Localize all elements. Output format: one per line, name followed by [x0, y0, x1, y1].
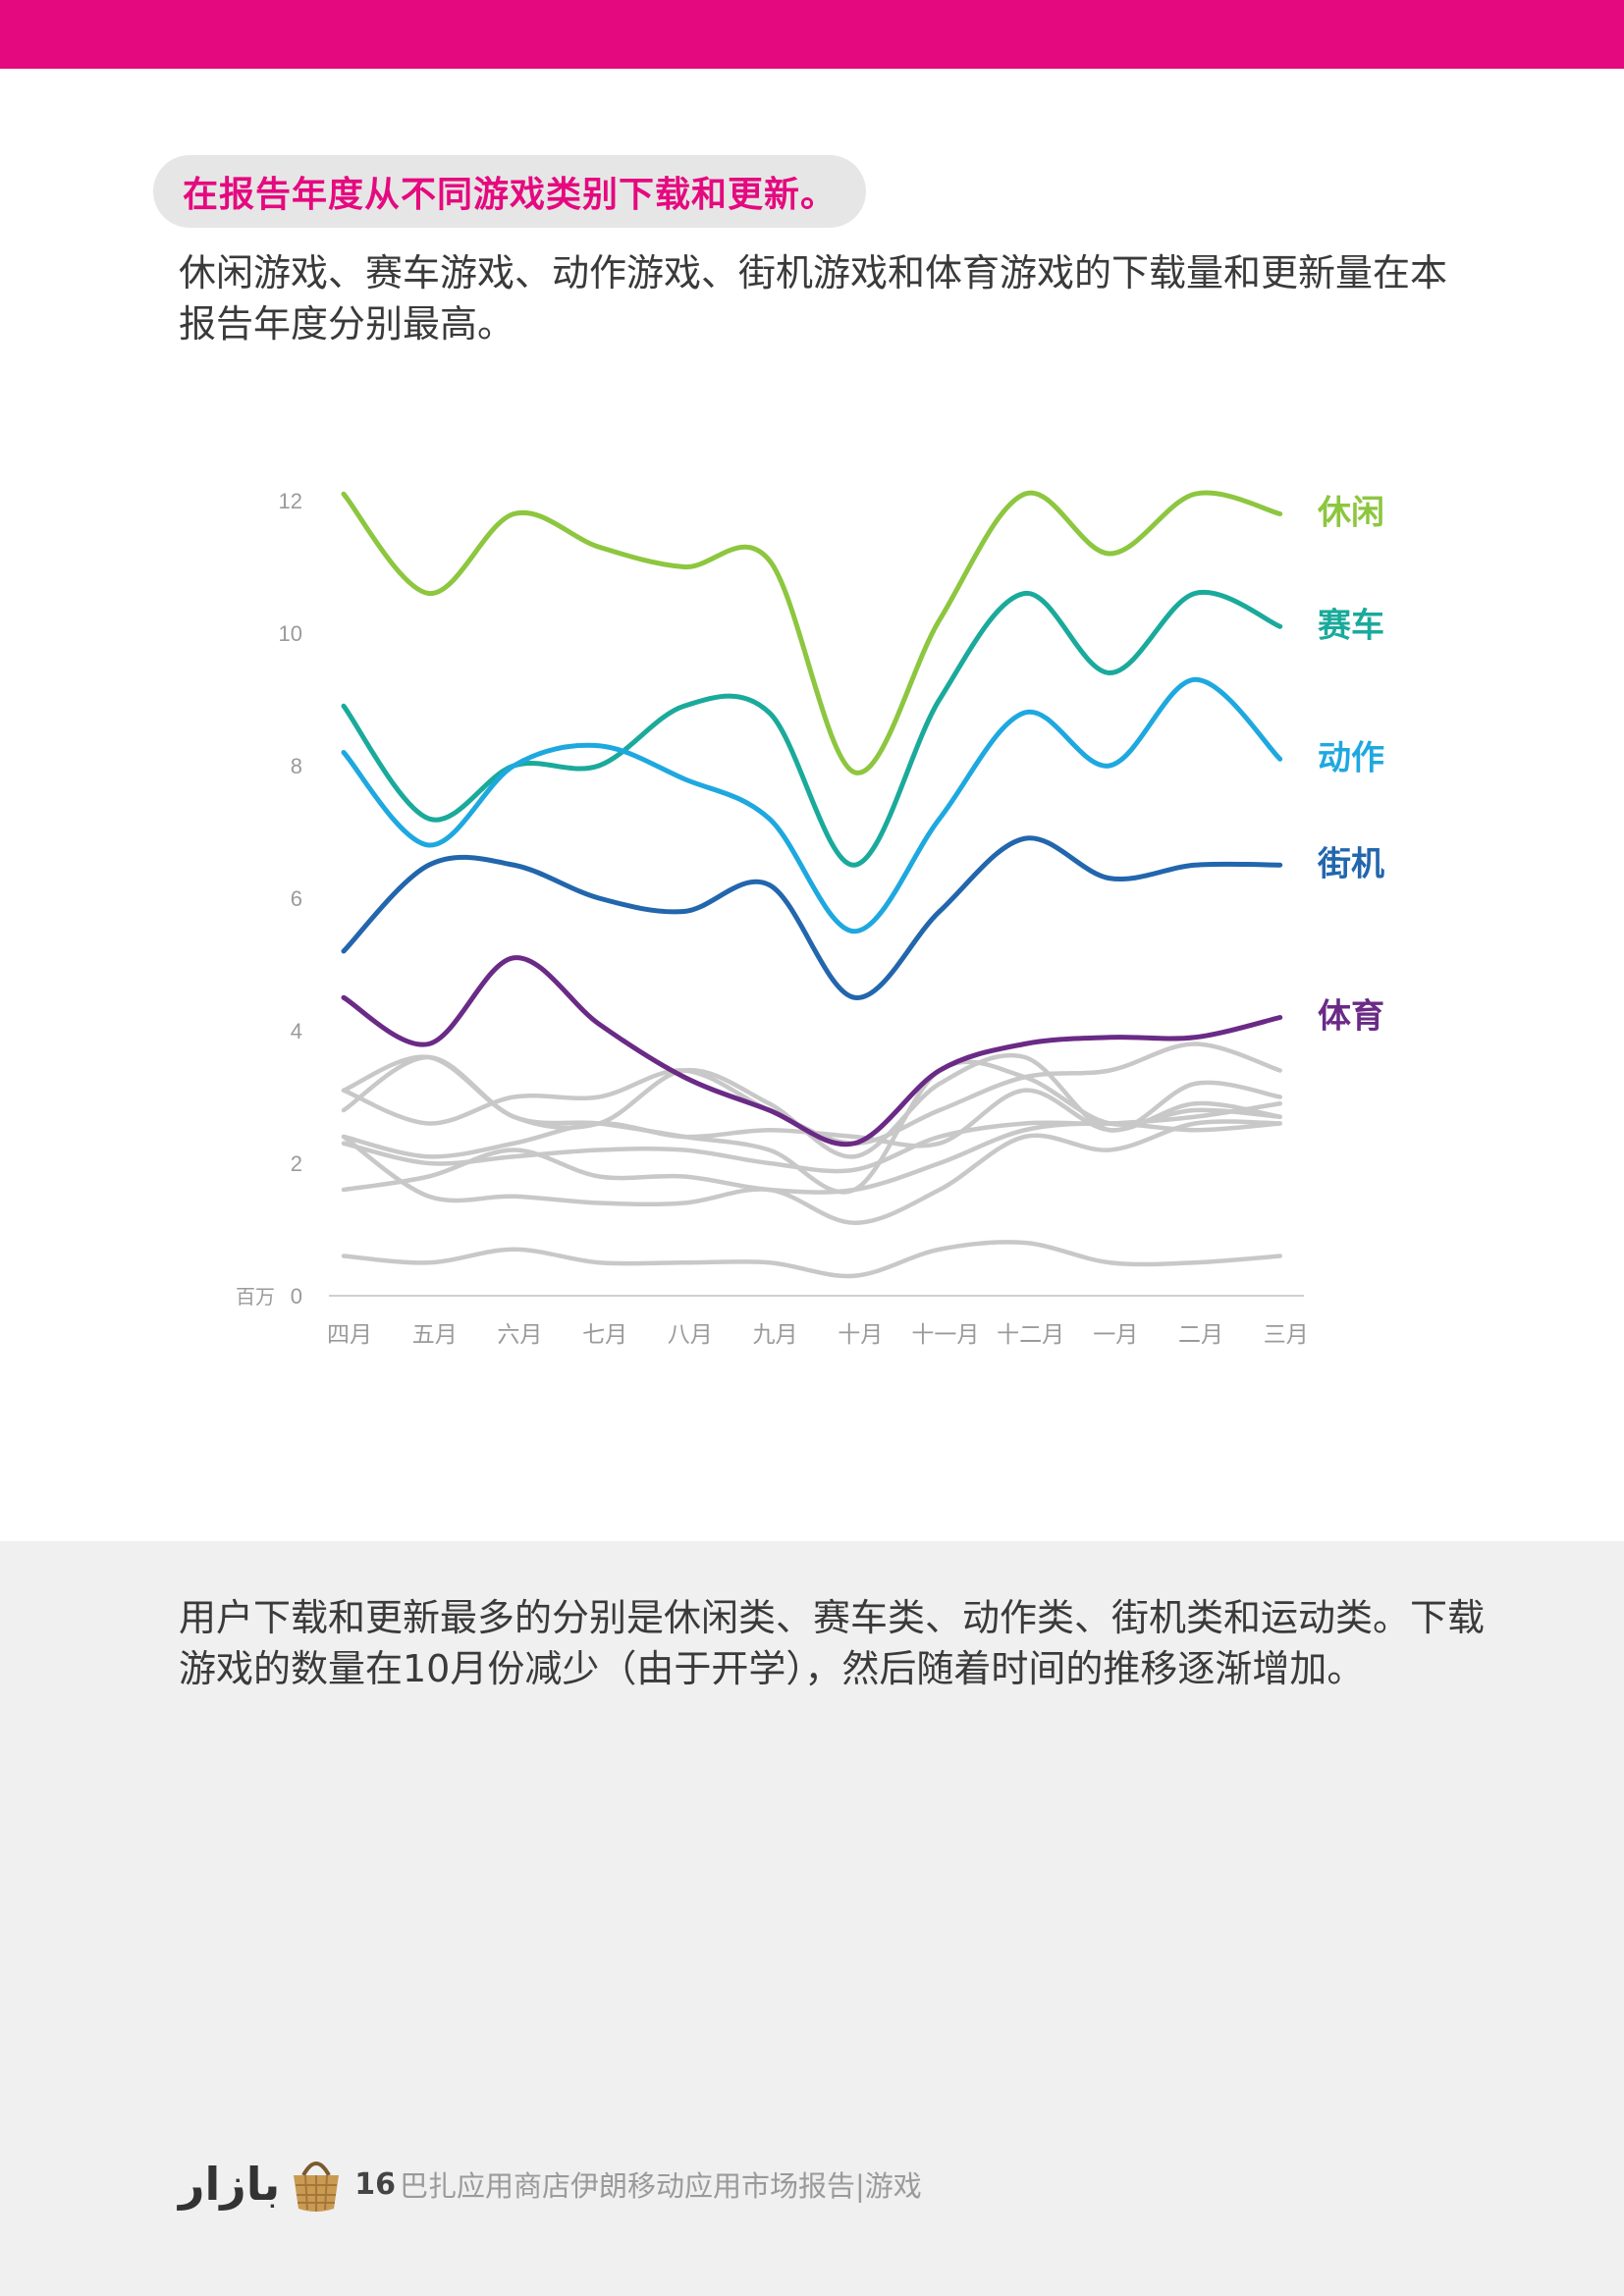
x-tick-label: 六月 [497, 1322, 542, 1348]
x-tick-label: 十一月 [911, 1322, 979, 1348]
y-tick-label: 6 [291, 886, 302, 911]
section-title: 在报告年度从不同游戏类别下载和更新。 [183, 175, 838, 215]
y-tick-label: 0 [291, 1284, 302, 1308]
series-label: 体育 [1318, 997, 1384, 1037]
intro-paragraph: 休闲游戏、赛车游戏、动作游戏、街机游戏和体育游戏的下载量和更新量在本报告年度分别… [179, 251, 1448, 346]
x-tick-label: 十月 [838, 1322, 883, 1348]
y-tick-label: 12 [279, 489, 302, 513]
other-series-line [341, 1240, 1282, 1279]
section-heading-pill: 在报告年度从不同游戏类别下载和更新。 [153, 155, 867, 228]
series-line-0 [341, 490, 1283, 775]
x-tick-label: 九月 [753, 1322, 798, 1348]
basket-icon [294, 2162, 340, 2212]
series-line-2 [341, 676, 1283, 934]
series-label: 动作 [1318, 738, 1384, 777]
x-tick-label: 一月 [1093, 1322, 1138, 1348]
y-tick-label: 10 [279, 621, 302, 646]
other-series-line [341, 1101, 1282, 1174]
x-tick-label: 四月 [327, 1322, 372, 1348]
x-tick-label: 二月 [1178, 1322, 1223, 1348]
series-line-1 [341, 589, 1283, 868]
series-line-3 [341, 835, 1283, 1000]
series-label: 赛车 [1318, 606, 1384, 645]
y-tick-label: 8 [291, 754, 302, 778]
series-label: 休闲 [1317, 494, 1384, 533]
y-tick-label: 2 [291, 1151, 302, 1176]
report-title: 巴扎应用商店伊朗移动应用市场报告|游戏 [400, 2169, 922, 2203]
x-tick-label: 三月 [1264, 1322, 1309, 1348]
other-series-line [341, 1088, 1282, 1159]
series-line-4 [341, 955, 1283, 1148]
line-chart: 0 2 4 6 8 10 12 百万四月 五月 六月 七月 八月 九月 十月 十一月 十二月 一月 二月 三月 休闲赛… [0, 461, 1624, 1374]
y-tick-label: 4 [291, 1019, 302, 1043]
summary-panel: 用户下载和更新最多的分别是休闲类、赛车类、动作类、街机类和运动类。下载游戏的数量… [0, 1541, 1624, 2296]
other-series-line [341, 1119, 1282, 1225]
bazaar-logo: ﺑﺎﺯﺍﺭ [179, 2158, 284, 2211]
top-accent-bar [0, 0, 1624, 69]
footer: ﺑﺎﺯﺍﺭ 16 巴扎应用商店伊朗移动应用市场报告|游戏 [179, 2150, 922, 2218]
page-number: 16 [354, 2166, 397, 2202]
y-unit-label: 百万 [236, 1285, 275, 1308]
summary-paragraph: 用户下载和更新最多的分别是休闲类、赛车类、动作类、街机类和运动类。下载游戏的数量… [179, 1596, 1486, 1690]
x-tick-label: 七月 [582, 1322, 627, 1348]
x-tick-label: 十二月 [997, 1322, 1064, 1348]
series-label: 街机 [1317, 844, 1384, 883]
x-tick-label: 五月 [412, 1322, 458, 1348]
x-tick-label: 八月 [668, 1322, 713, 1348]
